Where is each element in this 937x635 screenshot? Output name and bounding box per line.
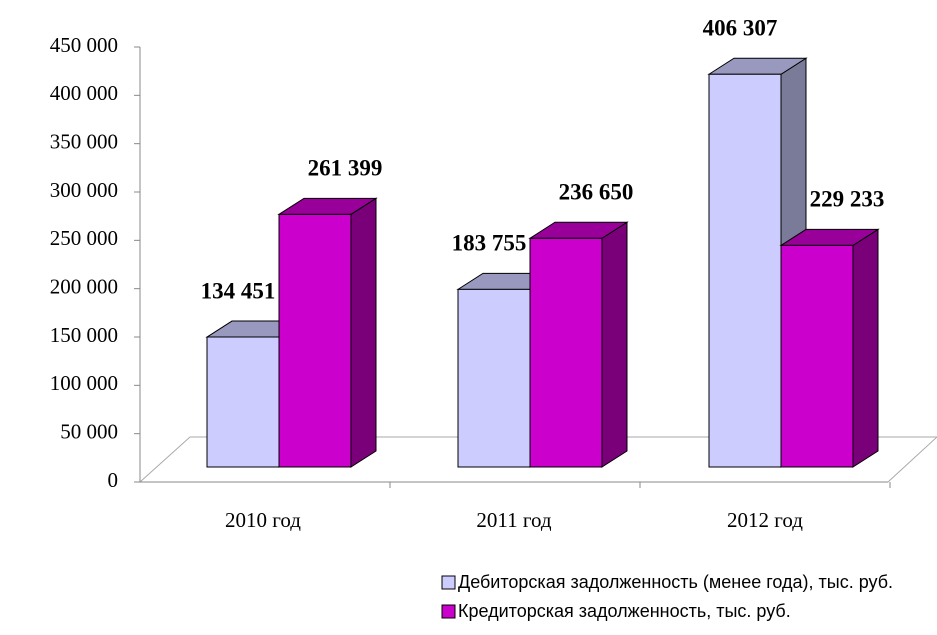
bar-face (350, 197, 377, 468)
data-label: 229 233 (810, 187, 885, 212)
x-tick-label: 2012 год (727, 508, 803, 532)
bar (277, 197, 378, 468)
bar-face (852, 228, 879, 468)
bar-face (457, 288, 531, 468)
bar (528, 221, 629, 468)
bar (779, 228, 880, 468)
bar-face (529, 237, 603, 468)
legend-swatch (441, 604, 456, 619)
y-tick-label: 100 000 (50, 371, 118, 395)
y-tick-label: 250 000 (50, 226, 118, 250)
y-tick-label: 0 (108, 468, 119, 492)
y-tick-label: 150 000 (50, 323, 118, 347)
x-tick-label: 2011 год (476, 508, 551, 532)
data-label: 236 650 (559, 180, 634, 205)
data-label: 261 399 (308, 156, 383, 181)
bar-face (278, 213, 352, 468)
y-tick-label: 50 000 (60, 419, 118, 443)
data-label: 406 307 (703, 16, 778, 41)
bar-face (708, 73, 782, 468)
bar-face (601, 221, 628, 468)
bar-face (780, 244, 854, 468)
legend-swatch (441, 575, 456, 590)
data-label: 183 755 (452, 231, 527, 256)
legend-label: Дебиторская задолженность (менее года), … (458, 572, 893, 592)
x-tick-label: 2010 год (225, 508, 301, 532)
bar-face (206, 336, 280, 468)
y-tick-label: 400 000 (50, 81, 118, 105)
legend-label: Кредиторская задолженность, тыс. руб. (458, 601, 791, 621)
y-tick-label: 450 000 (50, 33, 118, 57)
y-tick-label: 300 000 (50, 178, 118, 202)
y-tick-label: 200 000 (50, 274, 118, 298)
y-tick-label: 350 000 (50, 129, 118, 153)
data-label: 134 451 (201, 278, 276, 303)
